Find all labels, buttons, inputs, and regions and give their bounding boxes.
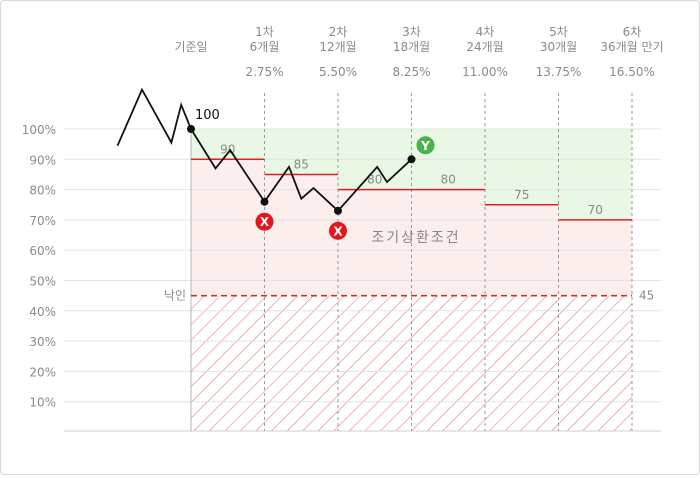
checkpoint-period-label: 36개월 만기 [600,40,663,54]
barrier-value-label: 80 [441,173,456,187]
checkpoint-point [334,206,342,215]
checkpoint-round-label: 4차 [476,25,495,39]
checkpoint-point [407,155,416,164]
checkpoint-point [260,197,269,206]
y-tick-label: 100% [22,123,56,137]
barrier-value-label: 85 [294,157,309,171]
barrier-value-label: 75 [514,188,529,202]
barrier-value-label: 70 [588,203,603,217]
redeemed-badge [416,136,435,155]
result-mark-label: Y [420,139,430,153]
redemption-zone [191,129,632,220]
barrier-value-label: 80 [367,173,382,187]
checkpoint-coupon-label: 8.25% [392,65,430,79]
checkpoint-round-label: 1차 [255,25,274,39]
not-redeemed-badge [329,221,347,240]
result-mark-label: X [260,215,270,229]
checkpoint-coupon-label: 5.50% [319,65,357,79]
y-tick-label: 60% [29,244,56,258]
checkpoint-round-label: 6차 [623,25,642,39]
y-tick-label: 50% [29,275,56,289]
checkpoint-round-label: 2차 [329,25,348,39]
y-tick-label: 10% [29,396,56,410]
knock-in-label: 낙인 [164,289,186,303]
y-tick-label: 40% [29,305,56,319]
knock-in-value-label: 45 [639,289,654,303]
checkpoint-coupon-label: 16.50% [609,65,655,79]
checkpoint-coupon-label: 11.00% [462,65,508,79]
y-tick-label: 30% [29,335,56,349]
start-value-label: 100 [195,108,220,123]
y-tick-label: 70% [29,214,56,228]
checkpoint-round-label: 5차 [549,25,568,39]
checkpoint-coupon-label: 2.75% [245,65,283,79]
checkpoint-period-label: 18개월 [393,40,430,54]
y-tick-label: 80% [29,184,56,198]
checkpoint-round-label: 3차 [402,25,421,39]
start-point [187,125,195,133]
checkpoint-period-label: 24개월 [466,40,503,54]
early-redemption-label: 조기상환조건 [371,230,460,246]
not-redeemed-badge [255,212,274,231]
checkpoint-period-label: 30개월 [540,40,577,54]
checkpoint-period-label: 12개월 [319,40,356,54]
y-tick-label: 20% [29,365,56,379]
start-date-label: 기준일 [174,40,207,54]
result-mark-label: X [333,224,343,238]
checkpoint-period-label: 6개월 [250,40,280,54]
y-tick-label: 90% [29,153,56,167]
checkpoint-coupon-label: 13.75% [536,65,582,79]
